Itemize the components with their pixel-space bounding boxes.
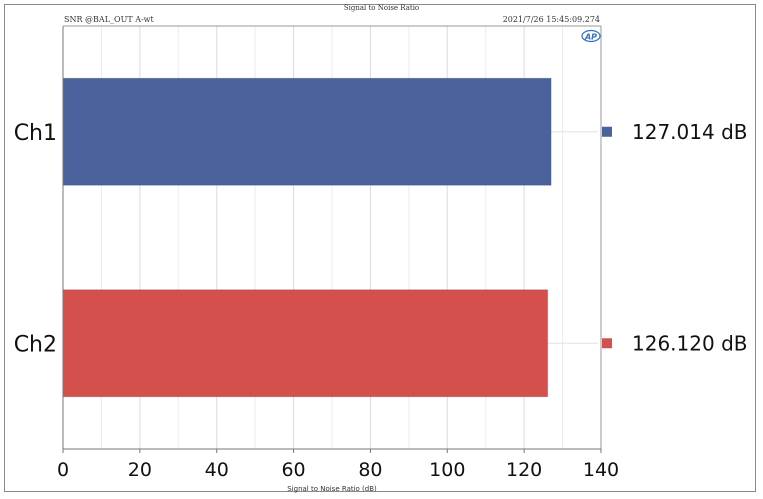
value-label: 126.120 dB [632,331,747,355]
x-tick-label: 0 [57,459,69,481]
x-tick-label: 60 [281,459,305,481]
bar-ch1 [62,77,552,186]
timestamp: 2021/7/26 15:45:09.274 [502,15,600,24]
legend-marker [602,126,612,137]
category-label: Ch2 [14,332,57,357]
x-tick-label: 80 [358,459,382,481]
x-tick-label: 40 [205,459,229,481]
x-tick-label: 120 [506,459,542,481]
x-tick-label: 140 [583,459,619,481]
category-label: Ch1 [14,121,57,146]
x-tick-label: 100 [429,459,465,481]
x-axis-label: Signal to Noise Ratio (dB) [287,485,377,493]
ap-logo-text: AP [584,33,597,42]
x-tick-label: 20 [128,459,152,481]
value-label: 127.014 dB [632,120,747,144]
measurement-name: SNR @BAL_OUT A-wt [64,15,154,24]
ap-logo-icon [581,29,601,43]
bar-ch2 [62,289,549,398]
chart-title: Signal to Noise Ratio [343,4,420,12]
legend-marker [602,338,612,349]
